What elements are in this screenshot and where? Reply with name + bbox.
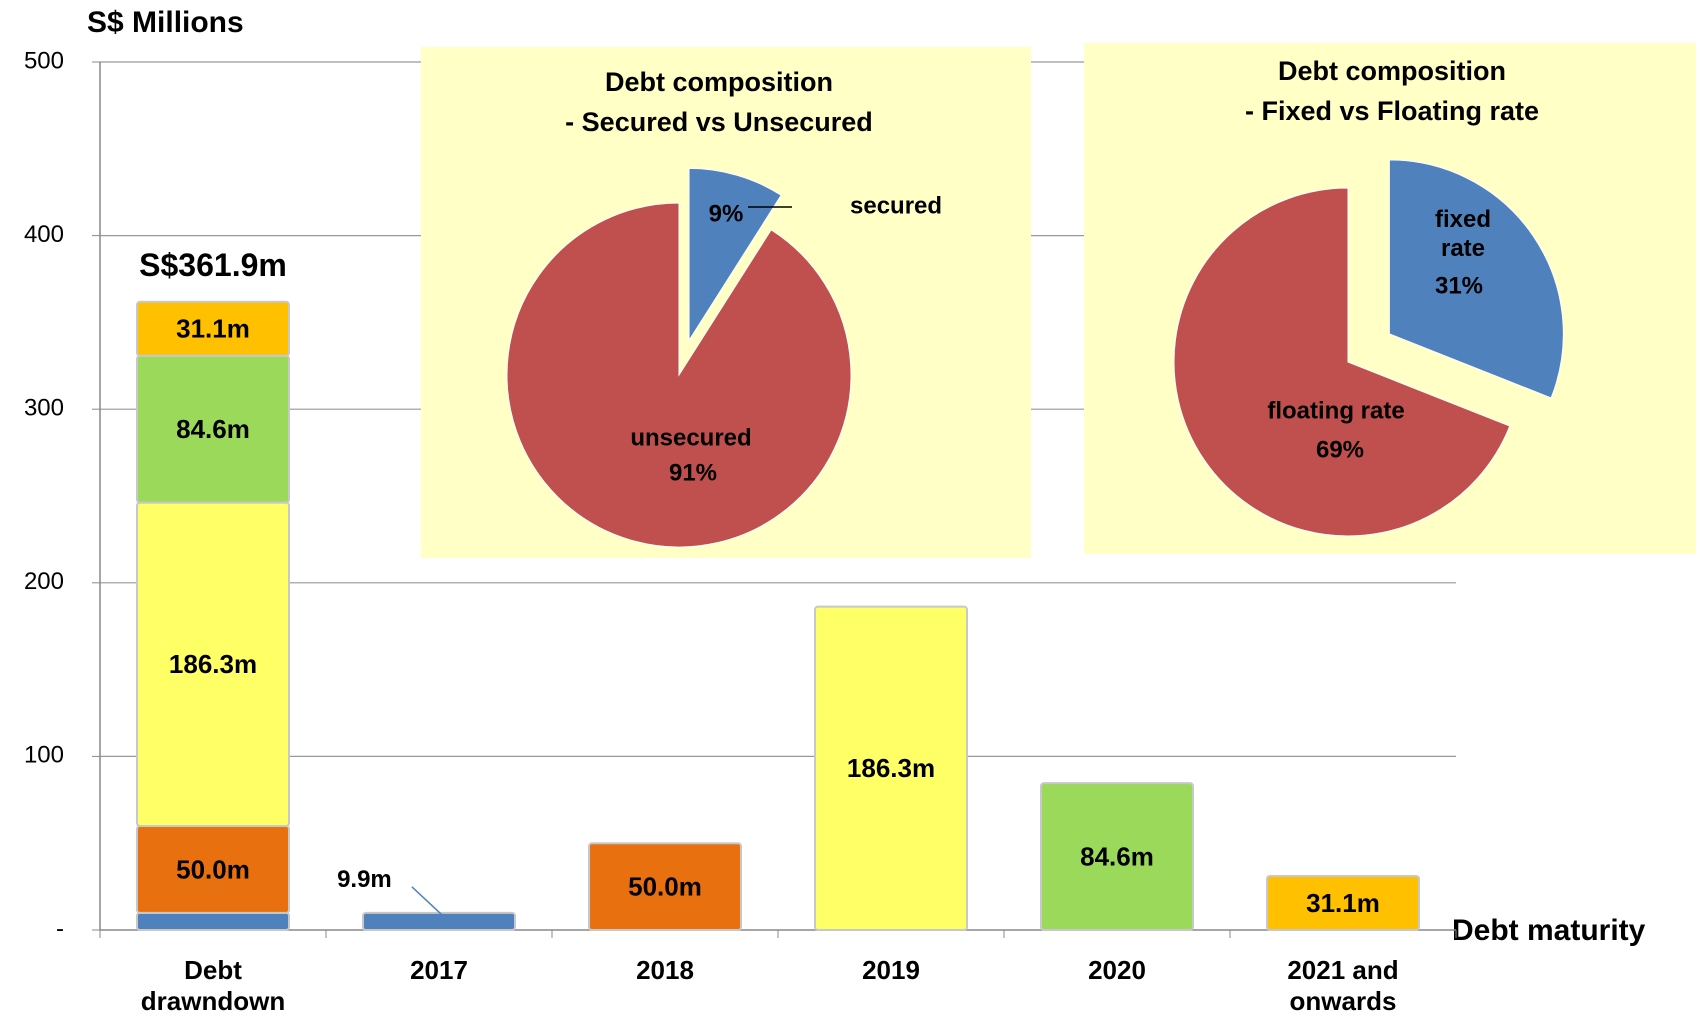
data-label: 31.1m (176, 314, 250, 344)
pie-subtitle: - Fixed vs Floating rate (1245, 96, 1539, 126)
x-tick-label: 2018 (636, 955, 694, 985)
slice-label: unsecured (630, 424, 751, 451)
y-tick-label: 100 (24, 742, 64, 769)
pie-slice (1388, 159, 1564, 399)
data-label: 50.0m (176, 854, 250, 884)
bar-segment (1040, 782, 1194, 931)
bar-segment (588, 842, 742, 932)
pie-title: Debt composition (1278, 56, 1506, 86)
pie-title: Debt composition (605, 67, 833, 97)
pie-slice (1173, 187, 1511, 537)
bar-segment (1266, 875, 1420, 931)
x-tick-label: 2021 and onwards (1287, 955, 1399, 1017)
bar-segment (136, 300, 290, 357)
slice-value-label: 31% (1435, 272, 1483, 299)
x-tick-label: 2017 (410, 955, 468, 985)
x-axis-title: Debt maturity (1452, 914, 1646, 947)
bar-segment (814, 605, 968, 931)
slice-value-label: 69% (1316, 436, 1364, 463)
slice-value-label: 9% (709, 200, 744, 227)
data-label: 84.6m (176, 414, 250, 444)
data-label: 31.1m (1306, 888, 1380, 918)
x-tick-label: 2019 (862, 955, 920, 985)
slice-value-label: 91% (669, 459, 717, 486)
pie-slice (688, 167, 782, 343)
y-tick-label: - (56, 915, 64, 942)
data-label: 84.6m (1080, 841, 1154, 871)
y-tick-label: 400 (24, 221, 64, 248)
y-tick-label: 300 (24, 395, 64, 422)
pie-slice (506, 202, 852, 548)
y-axis-title: S$ Millions (87, 6, 244, 39)
leader-line (411, 886, 450, 922)
data-label: 50.0m (628, 871, 702, 901)
bar-segment (136, 911, 290, 931)
slice-label: floating rate (1267, 397, 1404, 424)
total-label: S$361.9m (139, 247, 287, 283)
x-tick-label: Debt drawndown (140, 955, 286, 1017)
slice-label: secured (850, 192, 942, 219)
y-tick-label: 200 (24, 568, 64, 595)
pie-subtitle: - Secured vs Unsecured (565, 107, 873, 137)
x-tick-label: 2020 (1088, 955, 1146, 985)
data-label: 186.3m (847, 753, 935, 783)
data-label: 9.9m (337, 866, 392, 893)
slice-label: fixed rate (1434, 206, 1491, 262)
bar-segment (362, 911, 516, 931)
data-label: 186.3m (169, 649, 257, 679)
y-tick-label: 500 (24, 47, 64, 74)
